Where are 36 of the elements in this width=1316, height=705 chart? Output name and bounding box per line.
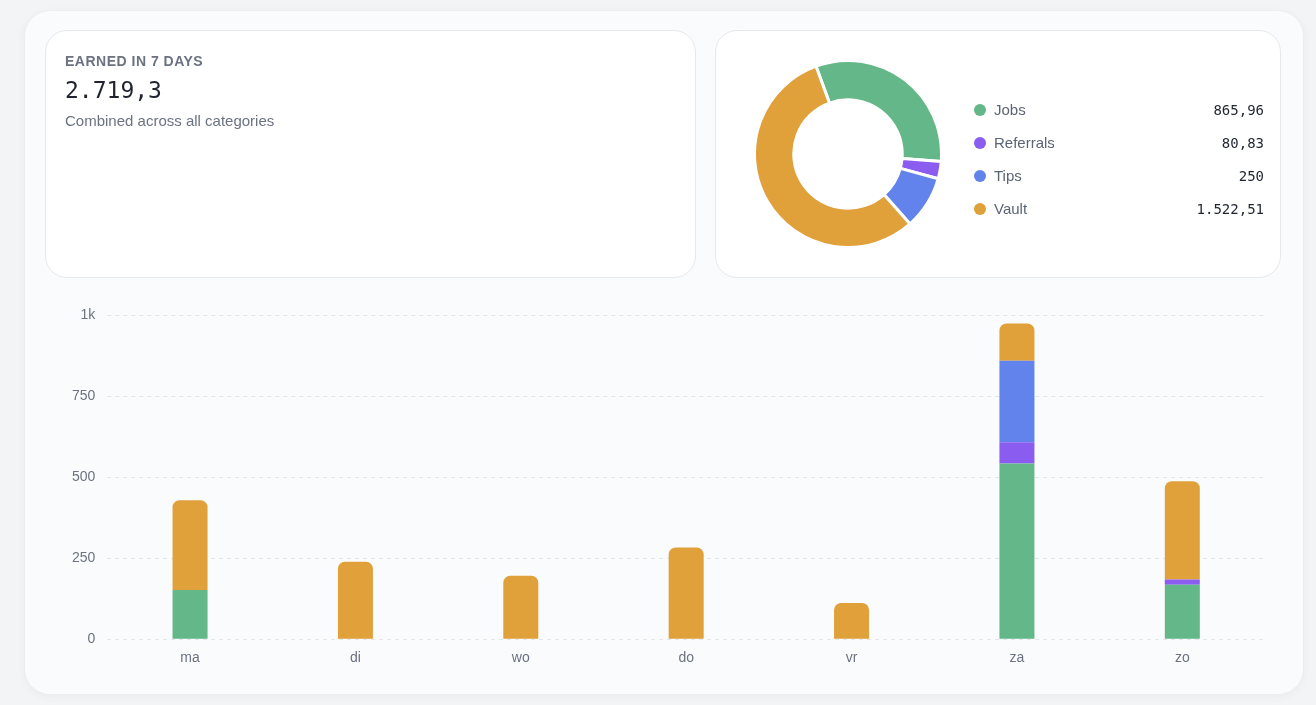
data-label: 865,96 [1213,101,1264,118]
x-tick-label: di [349,649,361,666]
text: Combined across all categories [65,112,276,129]
bar [999,442,1035,464]
bar [1164,481,1200,580]
bar [337,561,373,639]
y-tick-label: 750 [72,387,96,404]
bar [1164,579,1200,585]
text: 2.719,3 [65,77,163,103]
bar [999,463,1035,639]
bar [503,575,539,639]
x-tick-label: do [678,649,695,666]
legend-label: Jobs [994,101,1026,118]
legend-label: Tips [994,167,1022,184]
y-tick-label: 1k [80,306,97,323]
bar [999,360,1035,443]
text: EARNED IN 7 DAYS [65,53,205,69]
bar [834,602,870,639]
legend-label: Referrals [994,134,1055,151]
data-label: 80,83 [1221,134,1264,151]
data-label: 1.522,51 [1196,200,1264,217]
bar [999,323,1035,361]
legend-label: Vault [994,200,1028,217]
x-tick-label: ma [180,649,200,666]
x-tick-label: vr [845,649,858,666]
x-tick-label: za [1009,649,1025,666]
bar [172,589,208,639]
y-tick-label: 0 [87,630,96,647]
bar [1164,584,1200,639]
data-label: 250 [1238,167,1264,184]
x-tick-label: zo [1174,649,1190,666]
x-tick-label: wo [510,649,530,666]
y-tick-label: 250 [72,549,96,566]
bar [668,547,704,639]
bar [172,500,208,590]
y-tick-label: 500 [72,468,96,485]
